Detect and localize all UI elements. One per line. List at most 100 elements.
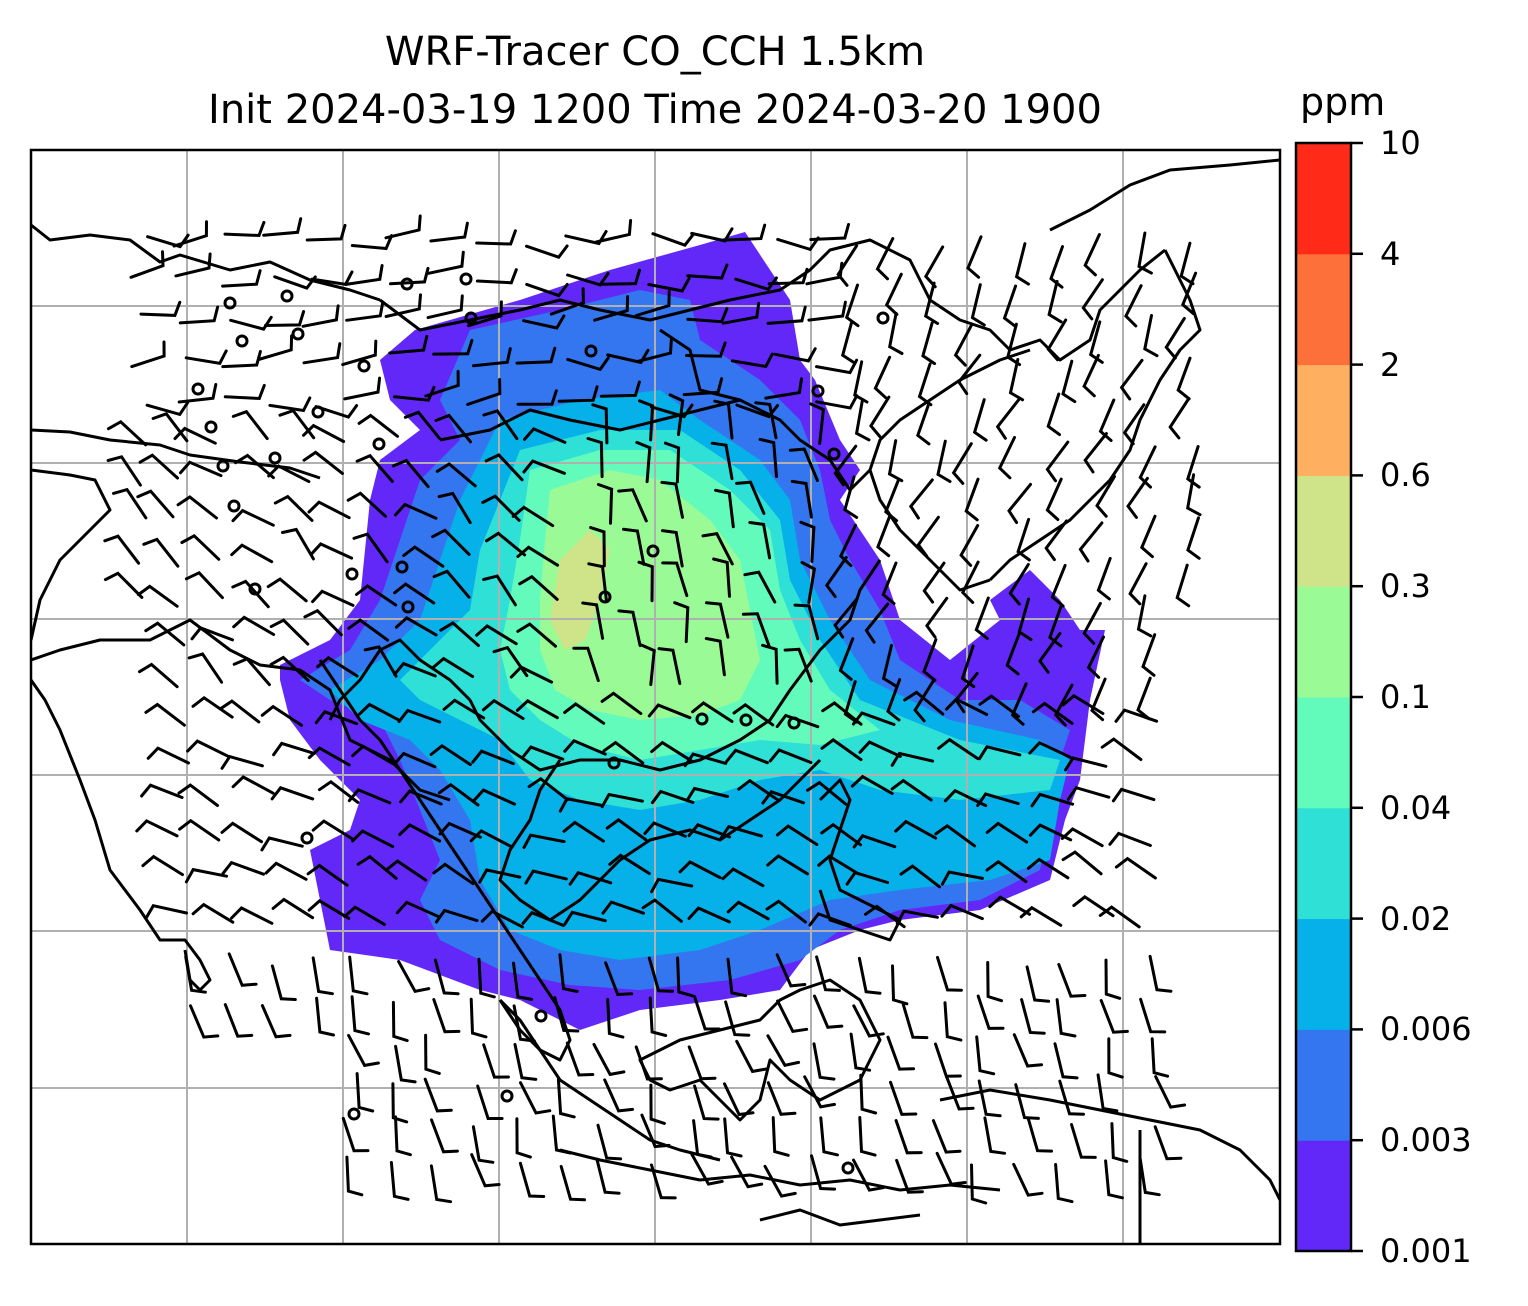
wind-barb (485, 531, 527, 557)
wind-barb (773, 347, 817, 363)
wind-barb (1044, 519, 1068, 562)
wind-barb (721, 301, 761, 325)
wind-barb (469, 997, 488, 1039)
calm-wind-marker (311, 405, 325, 419)
wind-barb (439, 621, 480, 647)
wind-barb (475, 624, 518, 646)
wind-barb (635, 440, 652, 484)
wind-barb (1096, 1073, 1119, 1113)
wind-barb (1114, 856, 1157, 880)
wind-barb (849, 1032, 872, 1072)
wind-barb (525, 244, 569, 259)
wind-barb (1025, 965, 1051, 1003)
wind-barb (800, 561, 817, 604)
wind-barb (272, 741, 316, 757)
wind-barb (223, 383, 266, 401)
wind-barb (522, 459, 566, 475)
wind-barb (595, 1157, 621, 1195)
wind-barb (302, 342, 342, 365)
wind-barb (524, 869, 568, 885)
wind-barb (509, 665, 554, 684)
wind-barb (916, 515, 940, 558)
wind-barb (1083, 233, 1101, 277)
wind-barb (650, 789, 695, 805)
wind-barb (140, 783, 184, 799)
wind-barb (1028, 823, 1073, 842)
wind-barb (820, 738, 863, 762)
wind-barb (819, 1116, 839, 1157)
wind-barb (482, 574, 517, 607)
wind-barb (945, 1075, 975, 1111)
wind-barb (783, 647, 813, 683)
wind-barb (565, 1041, 595, 1077)
colorbar-segment (1296, 364, 1351, 476)
wind-barb (1020, 998, 1046, 1035)
wind-barb (648, 996, 668, 1037)
wind-barb (519, 1081, 552, 1115)
wind-barb (385, 859, 428, 882)
wind-barb (477, 957, 496, 999)
wind-barb (190, 626, 234, 642)
wind-barb (522, 314, 566, 330)
wind-barb (234, 453, 275, 480)
wind-barb (682, 377, 724, 397)
wind-barb (945, 697, 989, 716)
wind-barb (566, 356, 610, 372)
wind-barb (1139, 514, 1157, 559)
wind-barb (799, 520, 816, 563)
wind-barb (1014, 242, 1030, 286)
wind-barb (766, 305, 807, 325)
wind-barb (687, 1045, 717, 1081)
wind-barb (1126, 476, 1149, 519)
wind-barb (384, 293, 422, 318)
wind-barb (264, 861, 308, 881)
wind-barb (145, 401, 190, 417)
wind-barb (1154, 1075, 1187, 1109)
field-level-high (540, 470, 760, 720)
calm-wind-marker (401, 600, 415, 614)
wind-barb (1050, 563, 1067, 608)
wind-barb (1175, 563, 1191, 608)
wind-barb (959, 524, 980, 567)
wind-barb (431, 528, 471, 556)
wind-barb (393, 661, 437, 678)
colorbar-segment (1296, 475, 1351, 587)
wind-barb (315, 996, 335, 1037)
wind-barb (1045, 477, 1063, 521)
map-frame (29, 148, 1282, 1246)
wind-barb (355, 453, 394, 483)
wind-barb (634, 1045, 663, 1081)
wind-barb (890, 778, 933, 802)
wind-barb (1088, 320, 1104, 364)
wind-barb (901, 1003, 929, 1040)
wind-barb (306, 863, 349, 887)
wind-barb (389, 266, 430, 286)
wind-barb (592, 1043, 626, 1077)
wind-barb (355, 1072, 375, 1113)
wind-barb (270, 786, 315, 801)
wind-barb (600, 792, 644, 809)
wind-barb (650, 740, 693, 763)
wind-barb (852, 1158, 885, 1192)
wind-barb (881, 643, 897, 688)
wind-barb (705, 601, 730, 639)
wind-barb (146, 746, 190, 765)
wind-barb (821, 701, 863, 726)
wind-barb (1114, 708, 1159, 723)
wind-barb (1049, 245, 1064, 289)
wind-barb (393, 582, 436, 605)
calm-wind-marker (291, 327, 305, 341)
wind-barb (586, 437, 604, 479)
wind-barb (815, 358, 859, 375)
wind-barb (260, 1004, 292, 1039)
wind-barb (136, 584, 179, 608)
wind-barb (302, 450, 344, 475)
wind-barb (1046, 318, 1068, 362)
calm-wind-marker (227, 499, 241, 513)
wind-barb (1148, 954, 1173, 993)
wind-barb (864, 904, 906, 929)
wind-barb (393, 385, 436, 402)
wind-barb (136, 489, 175, 519)
wind-barb (1082, 601, 1102, 645)
wind-barb (934, 823, 977, 848)
